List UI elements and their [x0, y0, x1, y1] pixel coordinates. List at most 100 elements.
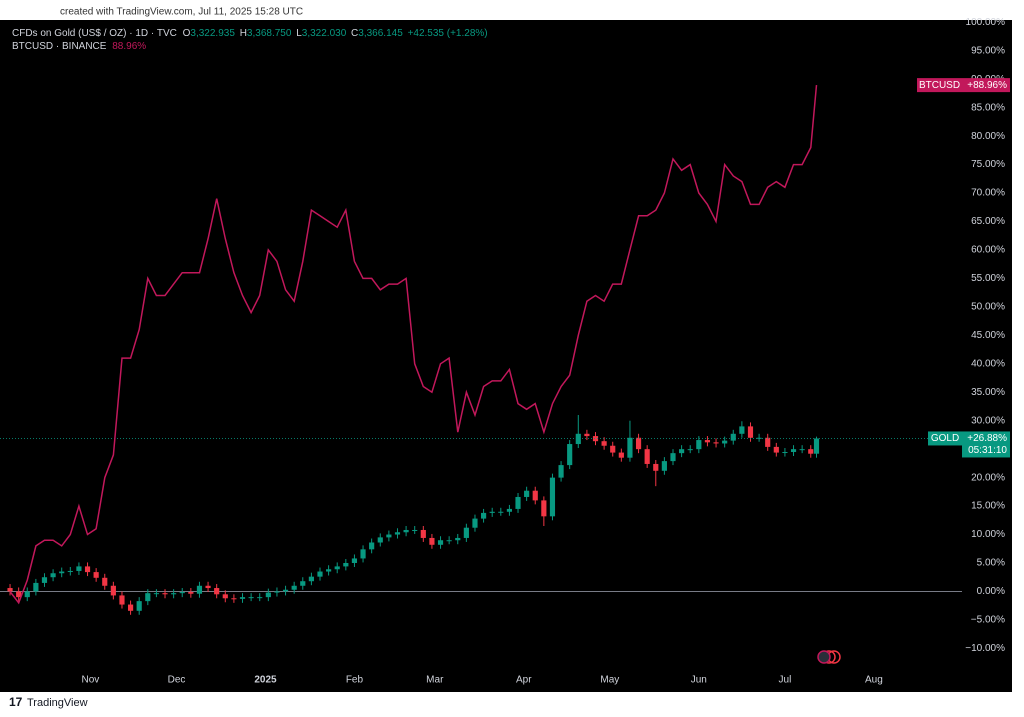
c-label: C [351, 28, 358, 39]
tag-value-bg [962, 431, 1010, 458]
candle-body [567, 444, 573, 466]
x-tick-label: Dec [168, 675, 186, 686]
candle-body [765, 437, 771, 447]
candle-body [489, 511, 495, 513]
candle-body [661, 461, 667, 471]
x-tick-label: Nov [82, 675, 100, 686]
candle-body [773, 446, 779, 453]
tag-name: BTCUSD [919, 80, 960, 91]
candle-body [231, 598, 237, 600]
candle-body [739, 426, 745, 434]
tag-name: GOLD [931, 433, 959, 444]
candle-body [722, 440, 728, 444]
y-tick-label: 0.00% [977, 586, 1005, 597]
candle-body [515, 496, 521, 509]
tag-countdown: 05:31:10 [968, 445, 1007, 456]
candle-body [59, 571, 65, 574]
y-tick-label: 65.00% [971, 216, 1005, 227]
c-value: 3,366.145 [358, 28, 403, 39]
candle-body [7, 588, 13, 592]
candle-body [76, 566, 82, 571]
candle-body [541, 500, 547, 517]
candle-body [136, 601, 142, 611]
candle-body [282, 589, 289, 592]
y-tick-label: 15.00% [971, 501, 1005, 512]
candle-body [257, 597, 263, 599]
brand: TradingView [27, 697, 88, 709]
candle-body [635, 437, 642, 450]
candle-body [481, 512, 487, 519]
candle-body [446, 540, 452, 542]
candle-body [188, 592, 194, 594]
x-tick-label: Feb [346, 675, 364, 686]
candle-body [713, 442, 719, 444]
candle-body [524, 490, 530, 497]
candle-body [300, 581, 306, 586]
candle-body [153, 593, 159, 595]
candle-body [360, 549, 366, 559]
x-tick-label: Aug [865, 675, 883, 686]
y-tick-label: 40.00% [971, 358, 1005, 369]
candle-body [627, 437, 633, 458]
legend-main: CFDs on Gold (US$ / OZ) · 1D · TVC O3,32… [12, 28, 488, 39]
candle-body [437, 540, 444, 545]
y-tick-label: 95.00% [971, 45, 1005, 56]
candle-body [644, 449, 650, 464]
candle-body [351, 558, 358, 563]
candle-body [214, 588, 220, 595]
candle-body [687, 449, 693, 451]
candle-body [412, 529, 418, 531]
candle-body [16, 591, 22, 598]
candle-body [558, 465, 564, 478]
candle-body [808, 449, 814, 454]
candle-body [455, 537, 461, 541]
o-label: O [183, 28, 191, 39]
candle-body [386, 534, 392, 538]
candle-body [472, 518, 478, 528]
candle-body [291, 585, 297, 590]
y-tick-label: 10.00% [971, 529, 1005, 540]
tag-value: +88.96% [967, 80, 1007, 91]
candle-body [704, 440, 711, 443]
candle-body [24, 591, 30, 598]
x-tick-label: Jun [691, 675, 707, 686]
y-tick-label: 70.00% [971, 188, 1005, 199]
candle-body [84, 566, 91, 573]
event-icon[interactable] [817, 650, 831, 664]
x-tick-label: May [600, 675, 619, 686]
y-tick-label: −10.00% [965, 643, 1005, 654]
candles [7, 415, 820, 615]
y-tick-label: 75.00% [971, 159, 1005, 170]
y-tick-label: −5.00% [971, 615, 1005, 626]
x-tick-label: Mar [426, 675, 444, 686]
candle-body [403, 529, 409, 533]
candle-body [317, 571, 323, 577]
legend-compare: BTCUSD · BINANCE 88.96% [12, 41, 146, 52]
candle-body [463, 527, 469, 538]
brand-logo: 17 [9, 695, 23, 709]
candle-body [790, 449, 797, 453]
tag-name-bg [928, 431, 962, 446]
compare-change: 88.96% [112, 41, 146, 52]
y-tick-label: 45.00% [971, 330, 1005, 341]
candle-body [93, 572, 99, 578]
y-tick-label: 100.00% [966, 17, 1006, 28]
candle-body [67, 570, 73, 572]
candle-body [110, 585, 116, 596]
candle-body [610, 445, 616, 453]
candle-body [532, 490, 538, 501]
y-tick-label: 30.00% [971, 415, 1005, 426]
candle-body [222, 594, 228, 599]
candle-body [308, 576, 314, 582]
candle-body [162, 593, 168, 595]
tag-value-bg [962, 78, 1010, 93]
candle-body [265, 592, 271, 598]
candle-body [549, 477, 556, 517]
event-icons[interactable] [817, 650, 841, 664]
candle-body [119, 595, 125, 605]
candle-body [394, 532, 401, 535]
y-tick-label: 35.00% [971, 387, 1005, 398]
candle-body [782, 452, 788, 454]
o-value: 3,322.935 [190, 28, 235, 39]
